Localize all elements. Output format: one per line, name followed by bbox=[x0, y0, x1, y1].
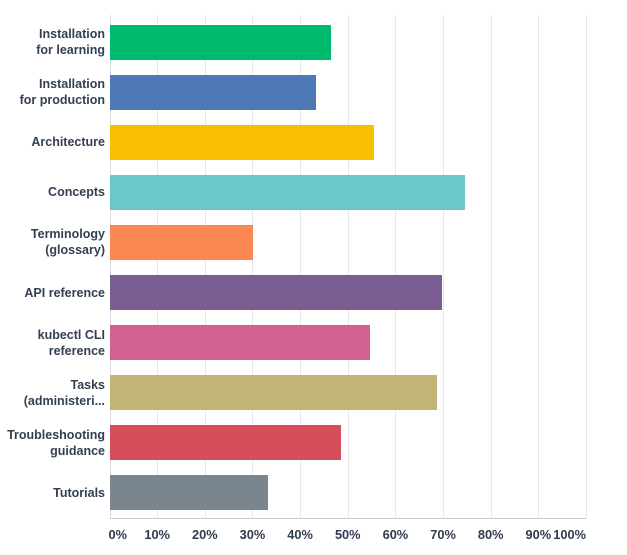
x-tick-label: 100% bbox=[553, 527, 586, 542]
gridline bbox=[586, 15, 587, 518]
x-tick-label: 20% bbox=[191, 527, 218, 542]
gridline bbox=[538, 15, 540, 518]
gridline bbox=[443, 15, 445, 518]
bar-terminology-glossary bbox=[110, 224, 254, 260]
x-tick-label: 40% bbox=[287, 527, 313, 542]
x-axis-line bbox=[109, 518, 586, 519]
category-label: Installation for learning bbox=[36, 27, 105, 58]
x-tick-label: 60% bbox=[382, 527, 409, 542]
category-label: Tutorials bbox=[53, 485, 105, 500]
bar-architecture bbox=[110, 124, 375, 160]
category-label: Architecture bbox=[31, 135, 105, 150]
gridline bbox=[395, 15, 397, 518]
bar-tasks-administeri bbox=[110, 375, 437, 411]
bar-tutorials bbox=[110, 475, 268, 511]
bar-troubleshooting-guidance bbox=[110, 425, 341, 461]
category-label: Troubleshooting guidance bbox=[7, 427, 105, 458]
gridline bbox=[204, 15, 206, 518]
x-tick-label: 0% bbox=[108, 527, 128, 542]
x-tick-label: 10% bbox=[144, 527, 170, 542]
bar-installation-for-production bbox=[110, 74, 317, 110]
x-tick-label: 30% bbox=[239, 527, 266, 542]
gridline bbox=[157, 15, 159, 518]
x-tick-label: 90% bbox=[525, 527, 552, 542]
category-label: Tasks (administeri... bbox=[23, 377, 105, 408]
gridline bbox=[490, 15, 492, 518]
category-label: kubectl CLI reference bbox=[37, 327, 105, 358]
bar-installation-for-learning bbox=[110, 24, 331, 60]
category-label: Terminology (glossary) bbox=[30, 227, 105, 258]
bar-concepts bbox=[110, 174, 466, 210]
x-tick-label: 80% bbox=[477, 527, 504, 542]
bar-kubectl-cli-reference bbox=[110, 325, 370, 361]
gridline bbox=[300, 15, 302, 518]
gridline bbox=[252, 15, 254, 518]
x-tick-label: 70% bbox=[430, 527, 456, 542]
bar-api-reference bbox=[110, 275, 442, 311]
x-tick-label: 50% bbox=[334, 527, 361, 542]
category-label: Concepts bbox=[48, 185, 105, 200]
category-label: API reference bbox=[24, 285, 105, 300]
gridline bbox=[109, 15, 111, 518]
gridline bbox=[347, 15, 349, 518]
category-label: Installation for production bbox=[19, 77, 105, 108]
